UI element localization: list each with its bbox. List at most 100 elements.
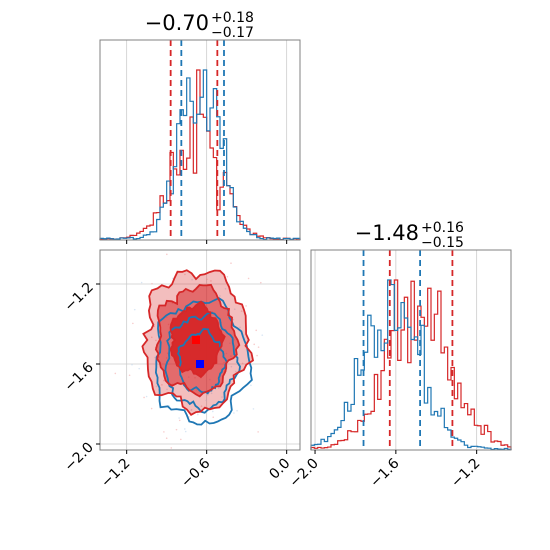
contour-scatter-point-red (253, 343, 256, 346)
contour-scatter-point-red (257, 431, 259, 433)
hist-y-tick-label-1: −1.6 (367, 455, 402, 490)
hist-y-tick-label-0: −2.0 (287, 456, 322, 491)
hist-y-grid (314, 250, 478, 450)
contour-scatter-point-red (175, 428, 178, 431)
hist-y-quantiles (362, 250, 454, 450)
contour-scatter-point-red (114, 372, 117, 375)
contour-scatter-point-blue (155, 385, 158, 388)
contour-scatter-point-red (180, 438, 182, 441)
hist-x-ticks (126, 240, 288, 244)
contour-scatter-point-blue (178, 417, 180, 419)
contour-scatter-point-blue (131, 363, 133, 366)
contour-lines (141, 269, 255, 426)
hist-y-series-blue (310, 279, 512, 451)
contour-scatter-point-blue (233, 308, 236, 310)
contour-scatter-point-blue (250, 384, 252, 387)
contour-scatter-point-blue (252, 408, 255, 410)
contour-line-red-1 (154, 283, 241, 398)
contour-scatter-point-red (218, 453, 220, 455)
contour-scatter-point-blue (190, 408, 193, 411)
best-fit-marker-blue (196, 360, 204, 368)
contour-scatter-point-red (150, 336, 153, 339)
contour-scatter-point-red (170, 447, 173, 449)
contour-scatter-point-blue (236, 409, 238, 412)
contour-scatter-point-red (245, 305, 247, 307)
contour-scatter-point-red (128, 374, 131, 377)
contour-scatter-point-red (226, 275, 229, 278)
contour-y-tick-label-1: −1.6 (61, 359, 96, 394)
contour-scatter-point-blue (233, 412, 235, 414)
contour-y-tick-label-0: −1.2 (61, 280, 96, 315)
contour-line-blue-0 (177, 327, 228, 395)
contour-scatter-point-red (132, 322, 134, 325)
contour-line-red-2 (141, 269, 255, 416)
contour-scatter-point-blue (210, 392, 213, 395)
contour-scatter-point-blue (183, 428, 186, 430)
contour-scatter-point-red (99, 506, 101, 508)
contour-scatter-point-red (255, 329, 258, 332)
hist-x-series (99, 69, 301, 241)
contour-scatter-point-blue (207, 394, 209, 396)
hist-y-tick-label-2: −1.2 (448, 456, 483, 491)
contour-scatter-point-blue (133, 308, 136, 311)
contour-scatter-point-blue (217, 387, 220, 390)
contour-scatter-point-red (206, 278, 208, 281)
contour-scatter-point-red (240, 310, 243, 312)
contour-best-fit (192, 336, 204, 368)
panel-hist-x: −0.70 +0.18 −0.17 (99, 10, 301, 244)
contour-scatter-point-blue (221, 396, 223, 398)
contour-scatter-point-red (166, 253, 168, 256)
hist-x-title-value: −0.70 (145, 11, 209, 35)
contour-scatter-point-red (230, 262, 232, 264)
hist-y-frame (310, 249, 512, 451)
contour-frame (99, 249, 301, 451)
contour-scatter-point-blue (154, 356, 156, 359)
hist-x-series-blue (99, 69, 301, 241)
panel-contour: −1.2 −0.6 0.0−1.2−1.6−2.0 (61, 193, 303, 508)
contour-scatter-point-blue (197, 413, 199, 416)
hist-y-title-plus: +0.16 (421, 220, 464, 236)
contour-x-tick-label-0: −1.2 (98, 456, 133, 491)
hist-y-title-minus: −0.15 (421, 235, 464, 251)
contour-scatter-point-blue (211, 410, 214, 413)
contour-scatter-point-red (163, 431, 165, 433)
hist-x-title-minus: −0.17 (211, 25, 254, 41)
hist-x-quantiles (169, 40, 225, 240)
contour-scatter-point-blue (219, 295, 221, 297)
contour-scatter-point-blue (230, 365, 233, 368)
contour-line-red-0 (169, 300, 226, 379)
contour-scatter-point-blue (236, 458, 238, 460)
contour-scatter-point-red (259, 451, 261, 453)
contour-scatter-point-red (161, 384, 163, 386)
contour-scatter-point-red (212, 416, 215, 418)
hist-x-frame (99, 39, 301, 241)
contour-line-blue-1 (164, 311, 241, 414)
hist-x-series-red (99, 69, 301, 241)
contour-scatter-point-blue (166, 388, 168, 391)
contour-scatter-point-red (176, 223, 178, 225)
contour-scatter-point-red (171, 457, 173, 459)
contour-scatter-point-red (256, 354, 258, 357)
contour-scatter-point-red (200, 405, 203, 407)
contour-scatter-point-blue (232, 318, 235, 321)
contour-scatter-point-red (178, 419, 181, 422)
contour-scatter-point-red (241, 362, 244, 365)
contour-scatter-point-red (165, 437, 168, 440)
contour-scatter-point-red (151, 282, 153, 285)
contour-y-tick-label-2: −2.0 (61, 440, 96, 475)
contour-scatter-point-blue (301, 369, 303, 371)
contour-scatter-point-red (150, 407, 153, 410)
contour-scatter-point-red (184, 273, 186, 276)
hist-y-title-value: −1.48 (355, 221, 419, 245)
contour-scatter-point-red (205, 193, 207, 195)
contour-scatter-point-blue (184, 430, 187, 433)
contour-scatter-point-blue (261, 334, 264, 336)
contour-scatter-point-red (257, 346, 260, 348)
contour-scatter-point-red (210, 280, 212, 282)
hist-x-title-plus: +0.18 (211, 10, 254, 26)
contour-x-tick-label-1: −0.6 (178, 455, 213, 490)
contour-scatter-point-blue (239, 326, 241, 329)
contour-scatter-point-blue (138, 367, 141, 370)
hist-y-series-red (310, 279, 512, 450)
